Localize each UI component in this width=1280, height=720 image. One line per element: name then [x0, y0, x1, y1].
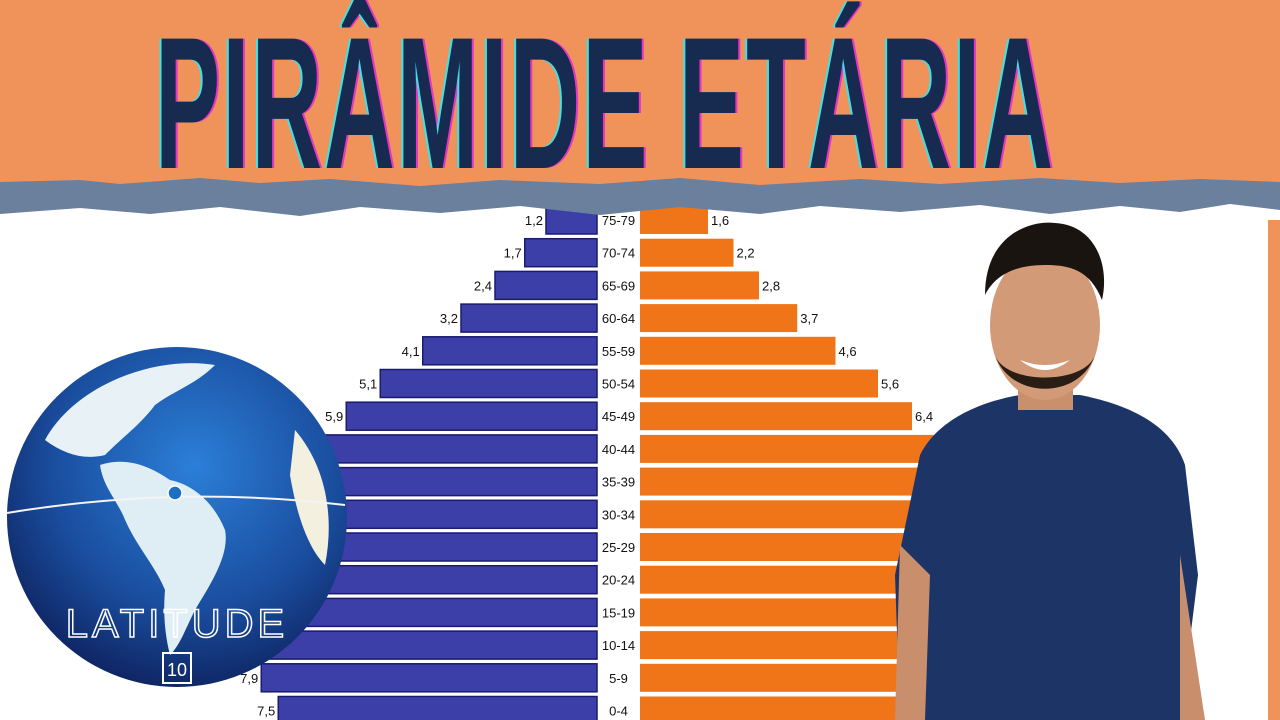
female-value-label: 1,6 [711, 213, 729, 228]
female-value-label: 5,6 [881, 377, 899, 392]
age-group-label: 45-49 [602, 409, 635, 424]
logo-text: LATITUDE [66, 602, 288, 646]
male-bar [494, 270, 598, 301]
female-bar [640, 369, 878, 398]
male-value-label: 5,9 [325, 409, 343, 424]
male-bar [260, 663, 598, 693]
torn-paper-strip [0, 178, 1280, 216]
male-bar [379, 368, 598, 399]
male-value-label: 3,2 [440, 311, 458, 326]
female-bar [640, 500, 959, 529]
female-bar [640, 336, 836, 365]
right-edge-strip [1268, 220, 1280, 720]
female-bar [640, 434, 938, 463]
male-value-label: 7,9 [240, 671, 258, 686]
age-group-label: 50-54 [602, 377, 635, 392]
female-bar [640, 696, 946, 720]
latitude-logo-globe: LATITUDE 10 [6, 347, 347, 687]
age-group-label: 55-59 [602, 344, 635, 359]
male-bar [460, 303, 598, 333]
female-value-label: 2,8 [762, 278, 780, 293]
female-value-label: 2,2 [737, 246, 755, 261]
male-bar [307, 466, 598, 497]
male-value-label: 7,5 [257, 704, 275, 719]
age-group-label: 15-19 [602, 605, 635, 620]
male-bar [324, 434, 598, 464]
age-group-label: 35-39 [602, 475, 635, 490]
age-group-label: 25-29 [602, 540, 635, 555]
age-group-label: 5-9 [609, 671, 628, 686]
male-bar [277, 695, 598, 720]
logo-number: 10 [167, 660, 187, 680]
male-value-label: 2,4 [474, 278, 492, 293]
female-bar [640, 238, 734, 267]
age-group-label: 10-14 [602, 638, 635, 653]
female-bar [640, 402, 912, 431]
female-value-label: 3,7 [800, 311, 818, 326]
age-group-label: 20-24 [602, 573, 635, 588]
age-group-label: 0-4 [609, 704, 628, 719]
female-bar [640, 206, 708, 234]
male-value-label: 4,1 [402, 344, 420, 359]
page-title: PIRÂMIDE ETÁRIA [155, 0, 1056, 208]
header-band [0, 0, 1280, 200]
male-value-label: 1,2 [525, 213, 543, 228]
age-group-label: 70-74 [602, 246, 635, 261]
female-bar [640, 304, 798, 333]
male-bar [345, 401, 598, 431]
age-group-label: 75-79 [602, 213, 635, 228]
male-value-label: 5,1 [359, 377, 377, 392]
presenter-photo [895, 222, 1205, 720]
male-bar [260, 630, 598, 660]
male-bar [422, 336, 598, 366]
female-bar [640, 271, 759, 300]
age-group-label: 65-69 [602, 278, 635, 293]
female-value-label: 6,4 [915, 409, 933, 424]
male-value-label: 1,7 [504, 246, 522, 261]
age-group-label: 40-44 [602, 442, 635, 457]
age-group-label: 30-34 [602, 507, 635, 522]
female-bar [640, 467, 951, 496]
age-group-label: 60-64 [602, 311, 635, 326]
female-value-label: 4,6 [839, 344, 857, 359]
male-bar [524, 237, 598, 268]
